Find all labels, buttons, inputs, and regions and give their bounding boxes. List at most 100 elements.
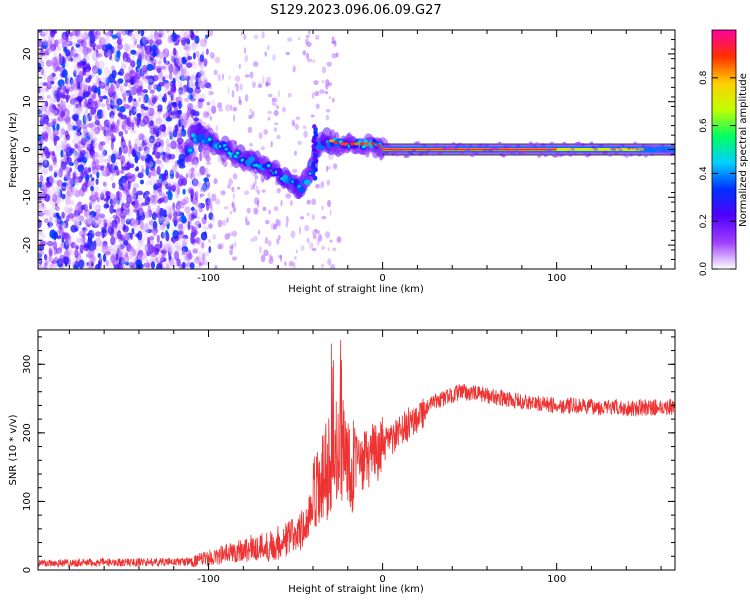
noise-blob (316, 238, 320, 246)
noise-blob (220, 190, 226, 196)
noise-blob (176, 185, 180, 195)
noise-blob (297, 140, 302, 146)
noise-blob (154, 30, 159, 40)
noise-blob (178, 229, 185, 239)
noise-blob (231, 256, 238, 261)
noise-blob (60, 94, 67, 99)
noise-blob (285, 51, 291, 56)
noise-blob (175, 171, 180, 179)
noise-blob (94, 114, 100, 121)
noise-blob (113, 224, 118, 231)
noise-blob (126, 175, 133, 180)
carrier-fuzz (439, 151, 444, 155)
noise-blob (58, 257, 64, 265)
noise-blob (121, 178, 127, 184)
noise-blob (131, 201, 136, 206)
x-tick-label: -100 (197, 574, 220, 585)
noise-blob (181, 246, 189, 253)
noise-blob (192, 52, 196, 60)
noise-blob (173, 66, 180, 77)
noise-blob (231, 90, 235, 98)
noise-blob (131, 106, 137, 116)
noise-blob (40, 87, 46, 93)
noise-blob (172, 77, 176, 85)
noise-blob (60, 142, 66, 150)
noise-blob (187, 250, 191, 254)
noise-blob (118, 30, 124, 34)
noise-blob (258, 132, 263, 140)
noise-blob (102, 240, 108, 247)
carrier-fuzz (395, 153, 400, 157)
noise-blob (183, 222, 188, 231)
colorbar-label: Normalized spectral amplitude (738, 73, 749, 227)
noise-blob (74, 249, 79, 258)
noise-blob (159, 240, 163, 249)
noise-blob (70, 46, 75, 56)
noise-blob (128, 261, 134, 266)
noise-blob (157, 71, 163, 81)
noise-blob (180, 198, 188, 206)
noise-blob (179, 30, 186, 41)
noise-blob (104, 222, 108, 229)
carrier-fuzz (635, 147, 640, 151)
noise-blob (136, 112, 142, 118)
noise-blob (94, 30, 101, 40)
noise-blob (129, 254, 135, 260)
noise-blob (160, 249, 167, 254)
hot-spot (350, 142, 356, 146)
noise-blob (267, 110, 272, 115)
noise-blob (144, 147, 150, 152)
noise-blob (81, 234, 86, 244)
noise-blob (100, 114, 104, 119)
noise-blob (91, 229, 95, 235)
carrier-fuzz (480, 144, 485, 148)
carrier-fuzz (508, 143, 512, 147)
noise-blob (274, 122, 279, 126)
noise-blob (148, 220, 155, 226)
noise-blob (204, 82, 212, 89)
noise-blob (100, 165, 105, 171)
noise-blob (44, 155, 48, 166)
noise-blob (190, 173, 195, 178)
noise-blob (165, 82, 170, 90)
noise-blob (126, 116, 131, 127)
noise-blob (173, 250, 180, 261)
noise-blob (161, 62, 168, 73)
noise-blob (113, 263, 118, 269)
noise-blob (82, 54, 90, 63)
noise-blob (147, 154, 153, 165)
noise-blob (61, 222, 65, 230)
snr-marks (38, 340, 675, 569)
carrier-fuzz (629, 153, 634, 157)
noise-blob (134, 167, 138, 172)
noise-blob (145, 225, 149, 236)
carrier-fuzz (666, 151, 671, 155)
noise-blob (52, 194, 58, 203)
noise-blob (124, 72, 131, 83)
noise-blob (161, 131, 165, 137)
noise-blob (157, 60, 162, 65)
noise-blob (171, 159, 175, 164)
noise-blob (193, 159, 198, 168)
noise-blob (252, 236, 258, 242)
noise-blob (76, 215, 81, 225)
noise-blob (39, 108, 43, 116)
noise-blob (65, 37, 69, 42)
noise-blob (79, 70, 84, 81)
noise-blob (327, 247, 330, 252)
noise-blob (71, 125, 77, 131)
noise-blob (120, 84, 123, 93)
noise-blob (255, 185, 259, 193)
noise-blob (192, 42, 199, 47)
noise-blob (48, 164, 53, 172)
noise-blob (85, 217, 93, 225)
noise-blob (162, 195, 169, 204)
noise-blob (106, 33, 110, 39)
noise-blob (174, 219, 180, 224)
noise-blob (38, 192, 42, 198)
noise-blob (327, 81, 331, 87)
noise-blob (131, 227, 135, 235)
noise-blob (152, 49, 156, 58)
carrier-fuzz (426, 148, 431, 152)
noise-blob (76, 203, 81, 210)
